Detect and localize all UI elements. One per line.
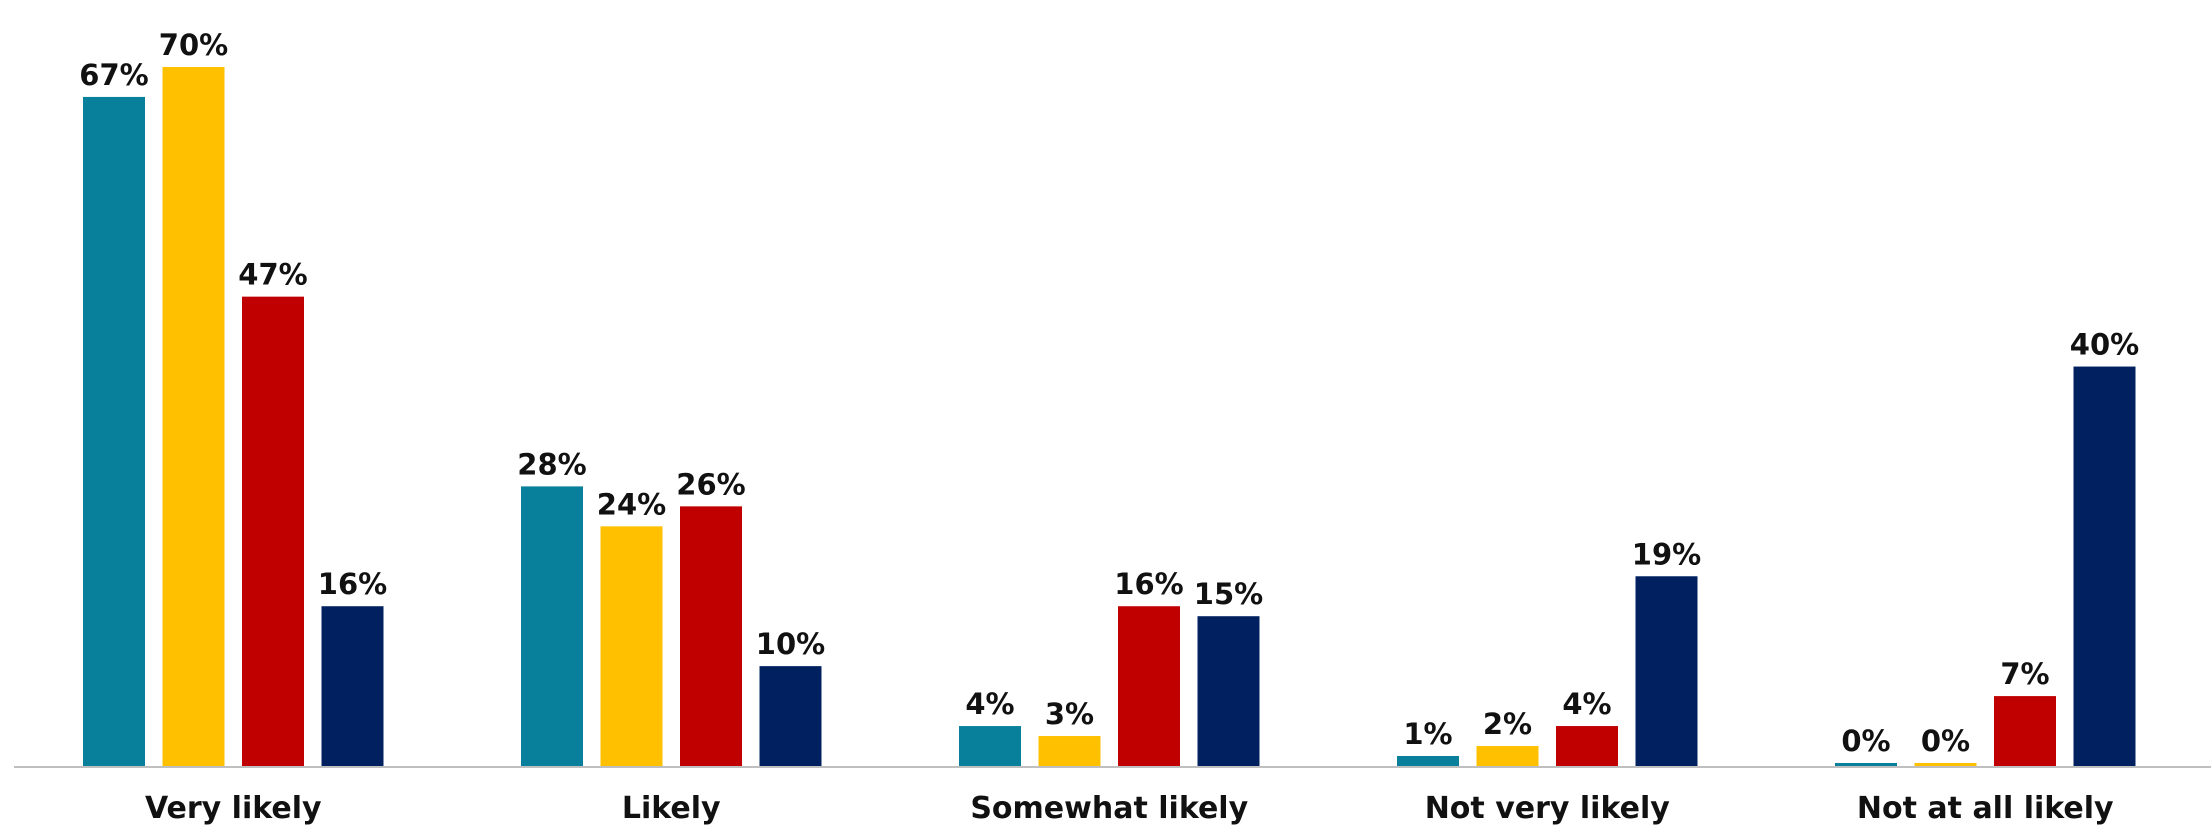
category-tick-label: Not at all likely xyxy=(1857,791,2114,826)
bar xyxy=(600,526,663,766)
bar xyxy=(680,506,742,766)
data-label: 4% xyxy=(1562,687,1611,721)
bar xyxy=(1835,763,1897,766)
bar xyxy=(521,486,583,766)
data-label: 70% xyxy=(159,28,228,62)
data-label: 24% xyxy=(597,487,666,521)
data-label: 16% xyxy=(1114,567,1183,601)
data-label: 10% xyxy=(756,627,825,661)
bar xyxy=(1476,746,1539,766)
category-tick-label: Likely xyxy=(622,791,721,826)
bar xyxy=(759,666,822,766)
bar xyxy=(1994,696,2056,766)
data-label: 0% xyxy=(1841,724,1890,758)
bar xyxy=(1914,763,1977,766)
data-label: 2% xyxy=(1483,707,1532,741)
bar xyxy=(83,96,145,767)
bar xyxy=(1556,726,1618,766)
data-label: 28% xyxy=(517,447,586,481)
bar xyxy=(959,726,1021,766)
data-label: 15% xyxy=(1194,577,1263,611)
category-tick-label: Somewhat likely xyxy=(970,791,1248,826)
bar xyxy=(242,296,304,766)
bar xyxy=(1038,736,1101,766)
bar xyxy=(2073,366,2136,766)
bar xyxy=(1397,756,1459,766)
data-label: 47% xyxy=(238,258,307,292)
bar xyxy=(1197,616,1260,766)
data-label: 7% xyxy=(2000,657,2049,691)
bar xyxy=(321,606,384,766)
data-label: 4% xyxy=(965,687,1014,721)
data-label: 16% xyxy=(318,567,387,601)
bar xyxy=(1118,606,1180,766)
value-labels-group: 67% 70% 47% 16% 28% 24% 26% 10% 4% 3% 16% 15% 1% 2% 4%… xyxy=(79,28,2139,758)
bar xyxy=(1635,576,1698,766)
bar xyxy=(162,66,225,766)
category-labels-group: Very likely Likely Somewhat likely Not very… xyxy=(145,791,2114,826)
data-label: 1% xyxy=(1403,717,1452,751)
category-tick-label: Very likely xyxy=(145,791,322,826)
data-label: 0% xyxy=(1921,724,1970,758)
data-label: 40% xyxy=(2070,328,2139,362)
category-tick-label: Not very likely xyxy=(1425,791,1671,826)
data-label: 26% xyxy=(676,467,745,501)
data-label: 67% xyxy=(79,58,148,92)
bars-group xyxy=(83,66,2136,767)
data-label: 19% xyxy=(1632,537,1701,571)
data-label: 3% xyxy=(1045,697,1094,731)
